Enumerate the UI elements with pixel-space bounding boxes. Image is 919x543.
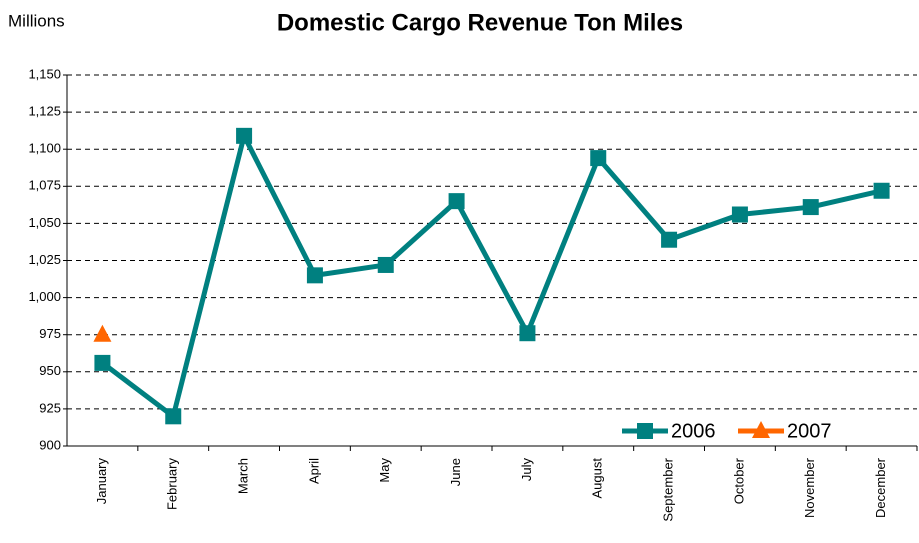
y-tick-label: 1,100 — [28, 141, 61, 156]
series-line — [100, 133, 883, 419]
series-marker — [731, 206, 748, 223]
y-tick-label: 900 — [39, 437, 61, 452]
series-marker — [306, 267, 323, 284]
legend-marker — [752, 421, 770, 438]
legend-label: 2007 — [787, 420, 832, 442]
x-tick-label: July — [519, 458, 534, 482]
y-axis-label: Millions — [8, 11, 65, 30]
x-tick-label: December — [873, 457, 888, 518]
y-tick-label: 925 — [39, 400, 61, 415]
legend-label: 2006 — [671, 420, 716, 442]
y-tick-label: 1,125 — [28, 104, 61, 119]
y-tick-label: 1,000 — [28, 289, 61, 304]
series-marker — [519, 325, 536, 342]
series-marker — [165, 408, 182, 425]
series-marker — [661, 231, 678, 248]
x-tick-label: October — [731, 457, 746, 504]
series-marker — [377, 256, 394, 273]
x-tick-label: March — [236, 458, 251, 494]
y-tick-label: 1,050 — [28, 215, 61, 230]
legend-marker — [637, 423, 653, 439]
series-marker — [236, 127, 253, 144]
series-marker — [94, 354, 111, 371]
x-tick-label: February — [165, 458, 180, 511]
x-tick-label: September — [661, 457, 676, 521]
series-marker — [448, 193, 465, 210]
y-tick-label: 1,075 — [28, 178, 61, 193]
series-marker — [802, 199, 819, 216]
x-tick-label: April — [306, 458, 321, 484]
y-tick-label: 975 — [39, 326, 61, 341]
y-tick-label: 950 — [39, 363, 61, 378]
x-tick-label: June — [448, 458, 463, 486]
x-tick-label: November — [802, 457, 817, 518]
series-marker — [873, 182, 890, 199]
x-tick-label: May — [377, 458, 392, 483]
series-marker — [93, 324, 112, 342]
y-tick-label: 1,025 — [28, 252, 61, 267]
chart-title: Domestic Cargo Revenue Ton Miles — [277, 9, 683, 36]
x-tick-label: January — [94, 458, 109, 505]
x-tick-label: August — [590, 458, 605, 499]
y-tick-label: 1,150 — [28, 66, 61, 81]
series-marker — [590, 150, 607, 167]
